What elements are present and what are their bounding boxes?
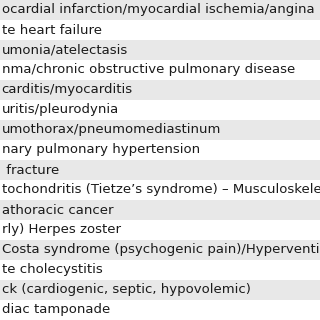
Text: ck (cardiogenic, septic, hypovolemic): ck (cardiogenic, septic, hypovolemic) xyxy=(2,284,251,297)
Text: uritis/pleurodynia: uritis/pleurodynia xyxy=(2,103,119,116)
FancyBboxPatch shape xyxy=(0,0,320,20)
FancyBboxPatch shape xyxy=(0,280,320,300)
Text: umothorax/pneumomediastinum: umothorax/pneumomediastinum xyxy=(2,124,221,137)
FancyBboxPatch shape xyxy=(0,260,320,280)
Text: nma/chronic obstructive pulmonary disease: nma/chronic obstructive pulmonary diseas… xyxy=(2,63,295,76)
Text: ocardial infarction/myocardial ischemia/angina: ocardial infarction/myocardial ischemia/… xyxy=(2,4,314,17)
Text: nary pulmonary hypertension: nary pulmonary hypertension xyxy=(2,143,200,156)
FancyBboxPatch shape xyxy=(0,300,320,320)
FancyBboxPatch shape xyxy=(0,160,320,180)
FancyBboxPatch shape xyxy=(0,80,320,100)
Text: te heart failure: te heart failure xyxy=(2,23,102,36)
FancyBboxPatch shape xyxy=(0,220,320,240)
Text: diac tamponade: diac tamponade xyxy=(2,303,110,316)
FancyBboxPatch shape xyxy=(0,40,320,60)
Text: athoracic cancer: athoracic cancer xyxy=(2,204,113,217)
Text: te cholecystitis: te cholecystitis xyxy=(2,263,102,276)
FancyBboxPatch shape xyxy=(0,200,320,220)
Text: carditis/myocarditis: carditis/myocarditis xyxy=(2,84,133,97)
Text: umonia/atelectasis: umonia/atelectasis xyxy=(2,44,128,57)
FancyBboxPatch shape xyxy=(0,140,320,160)
FancyBboxPatch shape xyxy=(0,20,320,40)
FancyBboxPatch shape xyxy=(0,120,320,140)
FancyBboxPatch shape xyxy=(0,240,320,260)
FancyBboxPatch shape xyxy=(0,60,320,80)
FancyBboxPatch shape xyxy=(0,100,320,120)
Text: Costa syndrome (psychogenic pain)/Hyperventilation: Costa syndrome (psychogenic pain)/Hyperv… xyxy=(2,244,320,257)
FancyBboxPatch shape xyxy=(0,180,320,200)
Text: fracture: fracture xyxy=(2,164,59,177)
Text: tochondritis (Tietze’s syndrome) – Musculoskeletal p: tochondritis (Tietze’s syndrome) – Muscu… xyxy=(2,183,320,196)
Text: rly) Herpes zoster: rly) Herpes zoster xyxy=(2,223,121,236)
